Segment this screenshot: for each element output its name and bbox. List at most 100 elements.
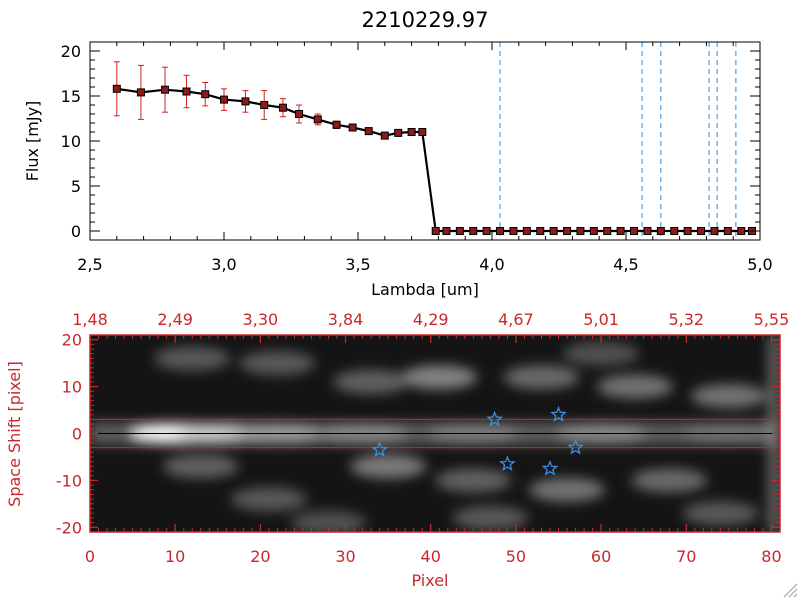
x-tick-label: 2,5 — [77, 255, 102, 274]
heatmap-feature — [401, 365, 478, 390]
y-tick-label: 0 — [72, 425, 82, 444]
data-point — [260, 101, 269, 109]
heatmap-feature — [682, 501, 759, 526]
x-tick-label: 10 — [165, 547, 185, 566]
top-x-label: Lambda [um] — [371, 280, 479, 299]
top-tick-label: 3,84 — [328, 310, 364, 329]
data-point — [407, 128, 416, 136]
data-point — [630, 227, 639, 235]
data-point — [201, 90, 210, 99]
y-tick-label: 15 — [61, 87, 81, 106]
data-point — [348, 123, 357, 132]
data-point — [469, 227, 478, 235]
x-tick-label: 80 — [761, 547, 781, 566]
x-tick-label: 50 — [506, 547, 526, 566]
top-plot-frame — [89, 41, 761, 241]
star-marker-icon — [499, 455, 516, 472]
data-point — [643, 227, 652, 235]
data-point — [332, 120, 341, 129]
data-point — [522, 227, 531, 235]
data-point — [670, 227, 679, 235]
x-tick-label: 0 — [85, 547, 95, 566]
top-errorbars — [113, 61, 426, 139]
top-tick-label: 5,55 — [754, 310, 790, 329]
heatmap-feature — [290, 510, 367, 532]
heatmap-feature — [597, 374, 674, 399]
heatmap-overlays — [90, 418, 780, 449]
top-tick-label: 5,01 — [583, 310, 619, 329]
data-point — [220, 95, 228, 104]
top-tick-label: 5,32 — [668, 310, 704, 329]
data-point — [364, 127, 373, 136]
heatmap-feature — [452, 505, 529, 530]
star-marker-icon — [541, 459, 559, 476]
x-tick-label: 3,5 — [345, 255, 370, 274]
data-point — [616, 227, 625, 235]
x-tick-label: 40 — [421, 547, 441, 566]
top-tick-label: 4,67 — [498, 310, 534, 329]
x-tick-label: 70 — [676, 547, 696, 566]
y-tick-label: 5 — [71, 177, 81, 196]
data-point — [418, 128, 427, 136]
y-tick-label: 10 — [61, 132, 81, 151]
star-marker-icon — [567, 438, 584, 455]
heatmap-feature — [563, 341, 640, 366]
heatmap-feature — [690, 383, 767, 408]
bottom-top-ticks: 1,48 2,49 3,30 3,84 4,29 4,67 5,01 5,32 5,55 — [72, 310, 789, 343]
data-point — [549, 227, 558, 235]
top-tick-label: 2,49 — [157, 310, 193, 329]
x-tick-label: 4,0 — [479, 255, 504, 274]
top-title: 2210229.97 — [362, 8, 489, 32]
heatmap-feature — [631, 468, 708, 493]
data-point — [723, 227, 732, 235]
heatmap-feature — [333, 369, 410, 394]
data-point — [455, 227, 464, 235]
x-tick-label: 20 — [250, 547, 270, 566]
top-x-ticks: 2,5 3,0 3,5 4,0 4,5 5,0 — [77, 42, 773, 274]
heatmap-image — [90, 335, 780, 532]
top-y-ticks: 0 5 10 15 20 — [61, 42, 760, 241]
data-point — [576, 227, 585, 235]
y-tick-label: 20 — [61, 42, 81, 61]
heatmap-feature — [350, 454, 427, 479]
data-point — [241, 97, 250, 106]
x-tick-label: 4,5 — [613, 255, 638, 274]
heatmap-feature — [230, 487, 307, 512]
bottom-x-ticks: 0 10 20 30 40 50 60 70 80 — [85, 335, 782, 566]
data-point — [482, 227, 491, 235]
star-marker-icon — [486, 410, 503, 427]
data-point — [737, 227, 746, 235]
heatmap-feature — [503, 365, 580, 390]
star-marker-icon — [550, 405, 567, 422]
x-tick-label: 30 — [335, 547, 355, 566]
data-point — [112, 84, 121, 93]
y-tick-label: 0 — [71, 222, 81, 241]
x-tick-label: 5,0 — [747, 255, 772, 274]
data-point — [295, 110, 304, 118]
bottom-y-label: Space Shift [pixel] — [5, 361, 24, 507]
heatmap-stars — [371, 405, 584, 476]
data-point — [313, 115, 322, 124]
heatmap-feature — [154, 346, 231, 371]
heatmap-feature — [239, 351, 316, 376]
y-tick-label: 20 — [62, 331, 82, 350]
bottom-x-label: Pixel — [411, 571, 448, 590]
data-point — [536, 227, 545, 235]
data-point — [683, 227, 692, 235]
top-y-label: Flux [mJy] — [23, 101, 42, 182]
data-point — [496, 227, 505, 235]
data-point — [710, 227, 719, 235]
flux-line — [116, 87, 752, 233]
data-point — [442, 227, 451, 235]
heatmap-feature — [162, 454, 239, 479]
data-point — [589, 227, 598, 235]
heatmap-feature — [529, 477, 606, 502]
data-point — [656, 227, 665, 235]
data-point — [509, 227, 518, 235]
top-vlines — [499, 42, 737, 240]
resize-grip-icon[interactable] — [783, 583, 798, 598]
y-tick-label: -10 — [56, 471, 82, 490]
y-tick-label: 10 — [62, 378, 82, 397]
data-point — [394, 128, 403, 137]
